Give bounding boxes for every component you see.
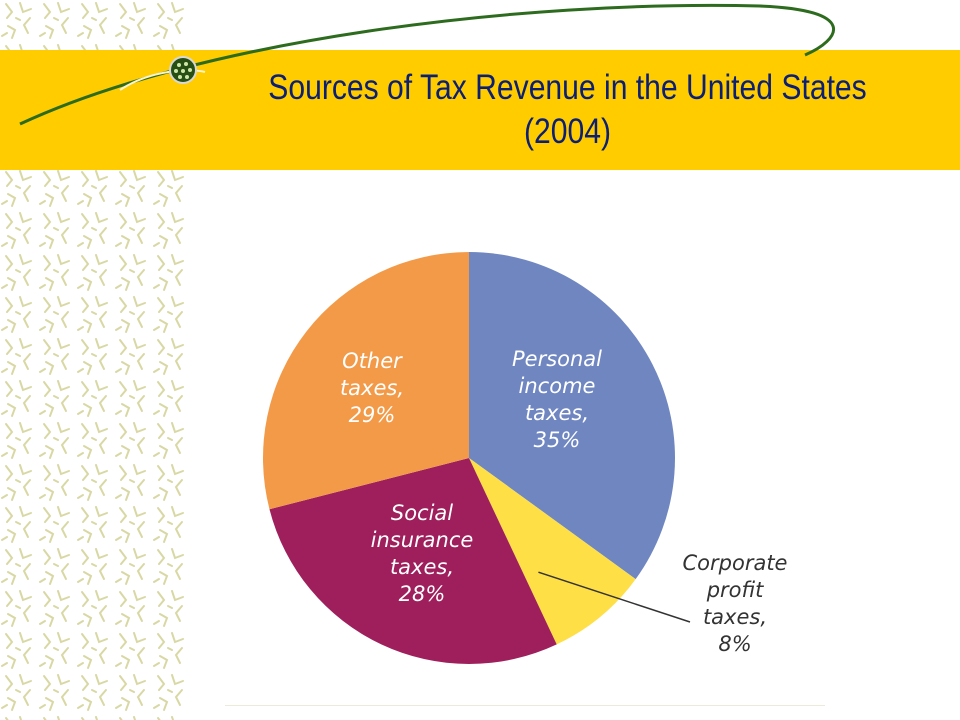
- slice-label-other: Other taxes, 29%: [340, 349, 404, 427]
- pie-slice-social: [269, 458, 557, 664]
- pie-slice-personal: [469, 252, 675, 580]
- slice-label-personal: Personal income taxes, 35%: [512, 347, 602, 452]
- slice-label-social: Social insurance taxes, 28%: [371, 501, 474, 606]
- leader-line-corporate: [538, 571, 691, 623]
- divider: [225, 705, 825, 706]
- slice-label-corporate: Corporate profit taxes, 8%: [683, 551, 788, 656]
- pie-slice-other: [263, 252, 469, 510]
- title-line-1: Sources of Tax Revenue in the United Sta…: [268, 68, 867, 107]
- pie-slice-corporate: [469, 458, 636, 645]
- title-line-2: (2004): [523, 112, 611, 151]
- page-title: Sources of Tax Revenue in the United Sta…: [251, 66, 883, 154]
